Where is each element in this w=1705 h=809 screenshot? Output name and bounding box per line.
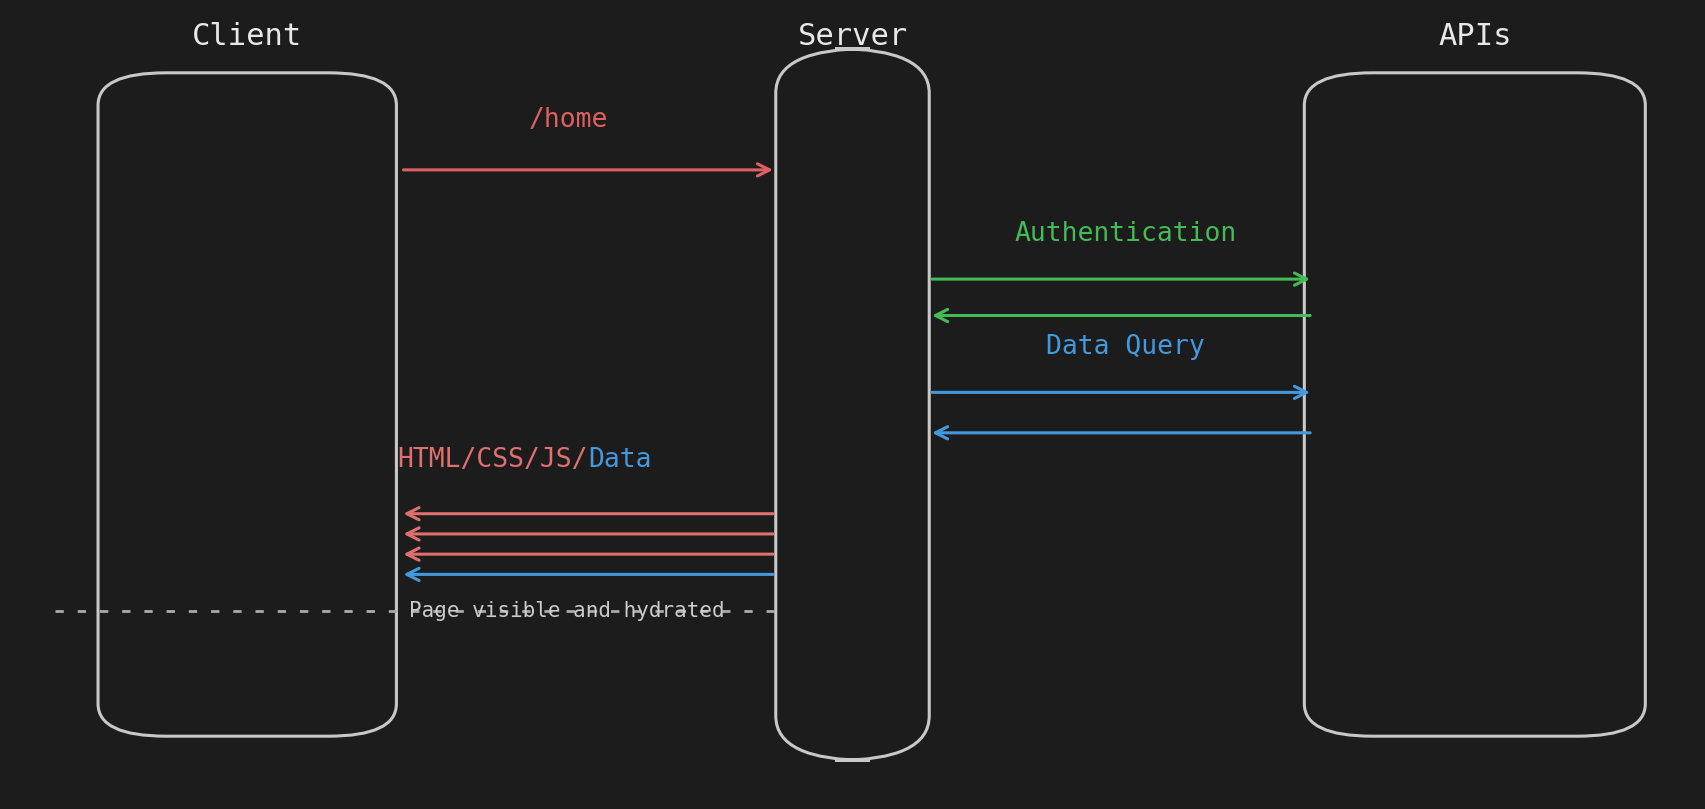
Text: Data Query: Data Query [1045,334,1205,360]
Text: Client: Client [193,22,302,51]
Text: Page visible and hydrated: Page visible and hydrated [409,601,725,621]
Text: Data: Data [588,447,651,473]
Text: HTML/CSS/JS/: HTML/CSS/JS/ [397,447,588,473]
Text: APIs: APIs [1437,22,1512,51]
Text: Authentication: Authentication [1014,221,1236,247]
Text: Server: Server [798,22,907,51]
Text: /home: /home [529,108,609,133]
